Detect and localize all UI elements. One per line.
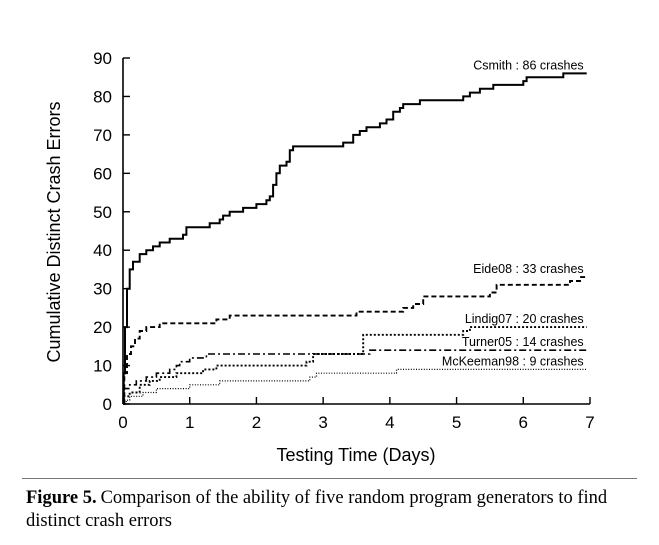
series-label: McKeeman98 : 9 crashes bbox=[442, 354, 584, 368]
chart: 0 10 20 30 40 50 60 70 80 90 0 1 2 3 4 5 6 7 Csmith : 86 … bbox=[44, 49, 595, 465]
x-axis-label: Testing Time (Days) bbox=[276, 445, 435, 465]
y-tick-label: 40 bbox=[93, 241, 112, 260]
series-line bbox=[123, 326, 587, 405]
y-tick-label: 20 bbox=[93, 318, 112, 337]
series-label: Csmith : 86 crashes bbox=[473, 58, 583, 72]
x-tick-label: 6 bbox=[519, 413, 528, 432]
caption-divider bbox=[22, 478, 637, 479]
figure-caption: Figure 5. Comparison of the ability of fi… bbox=[26, 487, 636, 533]
y-tick-label: 30 bbox=[93, 280, 112, 299]
x-tick-label: 5 bbox=[452, 413, 461, 432]
series-label: Turner05 : 14 crashes bbox=[462, 335, 584, 349]
x-tick-label: 3 bbox=[318, 413, 327, 432]
series-labels: Csmith : 86 crashes Eide08 : 33 crashes Li… bbox=[442, 58, 584, 368]
y-tick-label: 0 bbox=[103, 395, 112, 414]
series-line bbox=[123, 368, 587, 405]
y-tick-label: 80 bbox=[93, 87, 112, 106]
figure-number: Figure 5. bbox=[26, 488, 97, 508]
x-tick-label: 1 bbox=[185, 413, 194, 432]
y-tick-label: 60 bbox=[93, 164, 112, 183]
x-tick-label: 4 bbox=[385, 413, 394, 432]
y-axis-label: Cumulative Distinct Crash Errors bbox=[44, 101, 64, 362]
series-layer bbox=[122, 72, 587, 405]
y-tick-label: 50 bbox=[93, 203, 112, 222]
caption-text: Comparison of the ability of five random… bbox=[26, 488, 608, 531]
x-tick-label: 2 bbox=[252, 413, 261, 432]
y-tick-label: 90 bbox=[93, 49, 112, 68]
axes: 0 10 20 30 40 50 60 70 80 90 0 1 2 3 4 5 6 7 bbox=[93, 49, 595, 432]
x-tick-label: 0 bbox=[118, 413, 127, 432]
series-line bbox=[123, 349, 587, 405]
series-label: Eide08 : 33 crashes bbox=[473, 262, 584, 276]
series-line bbox=[122, 72, 587, 405]
x-tick-label: 7 bbox=[585, 413, 594, 432]
y-tick-label: 10 bbox=[93, 357, 112, 376]
series-label: Lindig07 : 20 crashes bbox=[465, 312, 584, 326]
series-line bbox=[123, 276, 587, 405]
y-tick-label: 70 bbox=[93, 126, 112, 145]
